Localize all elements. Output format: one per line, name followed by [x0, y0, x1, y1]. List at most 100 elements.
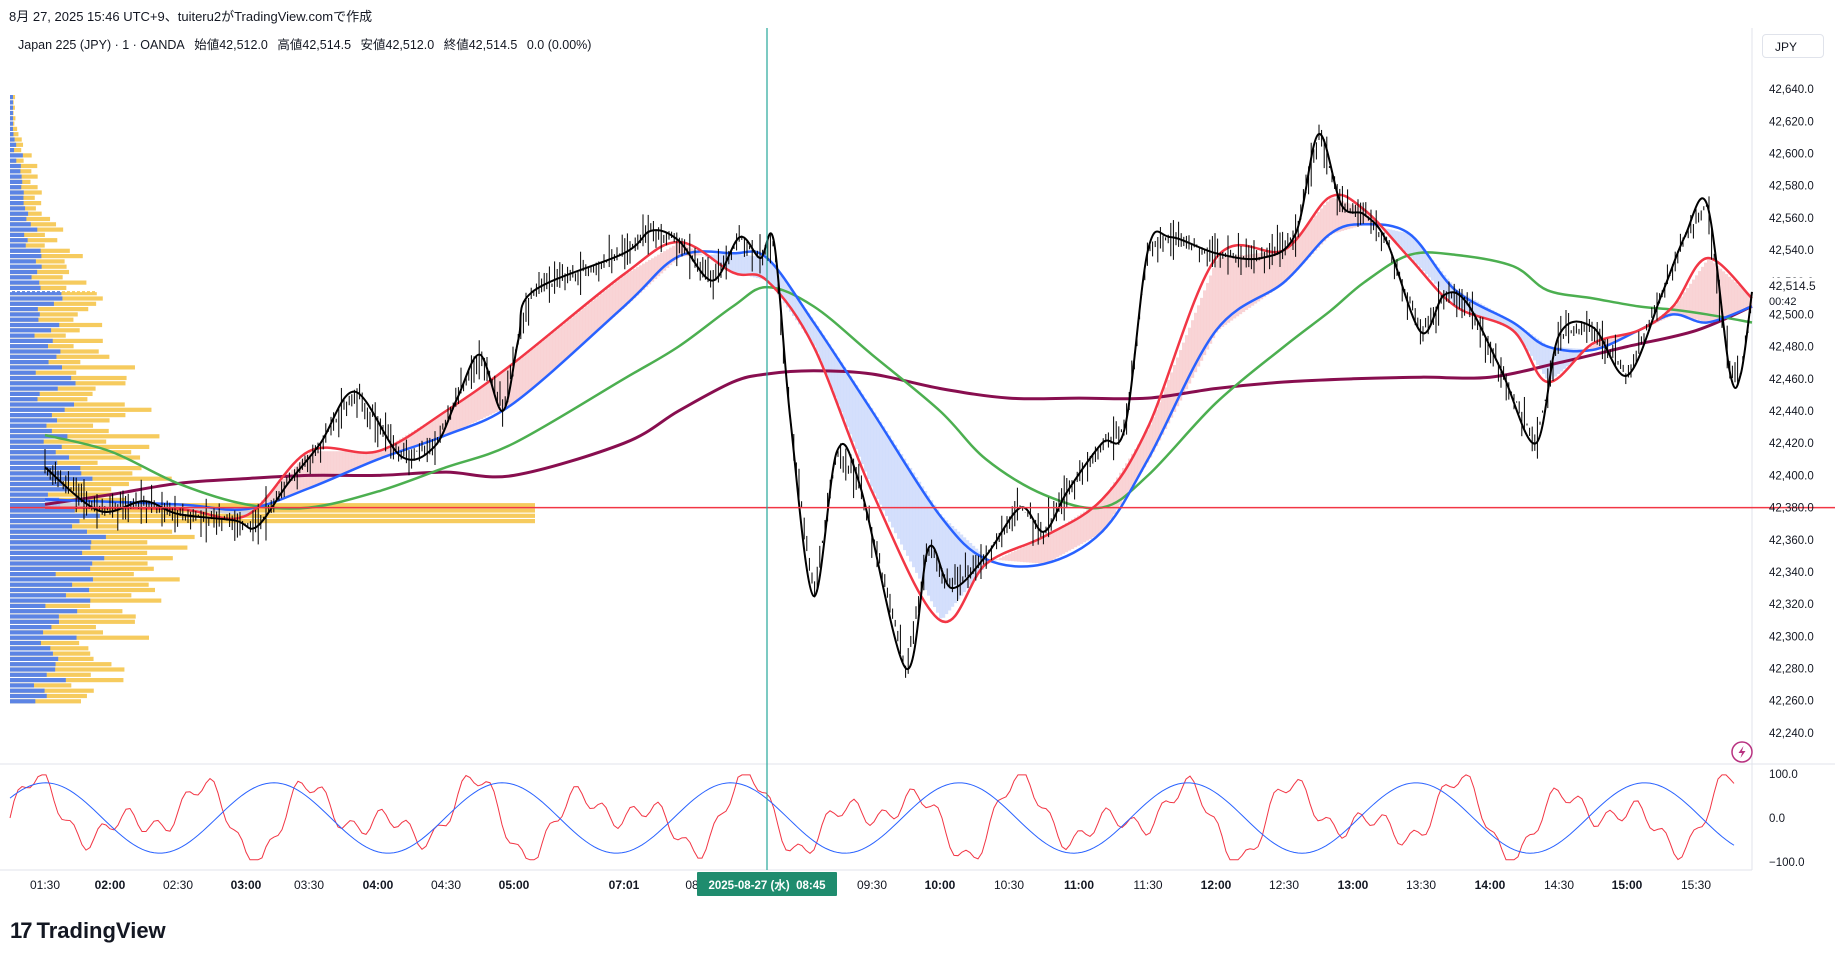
- vp-bar-up: [10, 280, 40, 285]
- ma-band-slice: [1302, 229, 1306, 264]
- vp-bar-down: [10, 142, 24, 147]
- ma-band-slice: [1269, 251, 1273, 293]
- ma-band-slice: [66, 500, 70, 508]
- vp-bar-down: [10, 662, 112, 667]
- vp-bar-up: [10, 137, 15, 142]
- ma-band-slice: [1200, 297, 1204, 361]
- time-tick-label: 03:00: [231, 878, 262, 892]
- vp-bar-down: [10, 640, 80, 646]
- vp-bar-up: [10, 413, 52, 418]
- ma-band-slice: [1497, 313, 1501, 324]
- price-chart[interactable]: 42,640.0 42,620.0 42,600.0 42,580.0 42,560.0…: [0, 0, 1835, 900]
- ma-band-slice: [903, 458, 907, 551]
- vp-bar-down: [10, 444, 150, 449]
- ma-band-slice: [633, 268, 637, 299]
- ma-band-slice: [204, 506, 208, 512]
- ma-band-slice: [852, 380, 856, 442]
- ma-band-slice: [963, 537, 967, 593]
- legend-open: 始値42,512.0: [194, 38, 268, 52]
- time-axis[interactable]: 01:30 02:00 02:30 03:00 03:30 04:00 04:30 05:00…: [30, 878, 1711, 892]
- vp-bar-down: [10, 190, 42, 195]
- ma-fast-line: [44, 193, 1753, 624]
- vp-bar-down: [10, 222, 57, 227]
- vp-bar-up: [10, 640, 41, 646]
- price-tick-label: 42,360.0: [1769, 535, 1814, 547]
- ma-band-slice: [492, 378, 496, 414]
- vp-bar-down: [10, 428, 109, 434]
- chart-credit: 8月 27, 2025 15:46 UTC+9、tuiteru2がTrading…: [9, 9, 373, 24]
- ma-band-slice: [1008, 553, 1012, 561]
- price-axis[interactable]: 42,640.0 42,620.0 42,600.0 42,580.0 42,560.0…: [1769, 84, 1814, 740]
- ma-band-slice: [1185, 335, 1189, 390]
- time-tick-label: 12:00: [1201, 878, 1232, 892]
- ma-band-slice: [840, 362, 844, 413]
- ma-band-slice: [531, 349, 535, 389]
- ma-band-slice: [1617, 336, 1621, 340]
- ma-band-slice: [876, 417, 880, 500]
- vp-bar-up: [10, 672, 47, 677]
- vp-bar-down: [10, 354, 110, 359]
- ma-long-line: [44, 305, 1753, 506]
- vp-bar-down: [10, 529, 173, 534]
- currency-selector[interactable]: JPY: [1762, 34, 1824, 58]
- oscillator-k-line: [9, 774, 1735, 861]
- ma-band-slice: [303, 457, 307, 491]
- ma-band-slice: [495, 376, 499, 412]
- ma-band-slice: [1239, 255, 1243, 315]
- ma-band-slice: [642, 263, 646, 290]
- vp-bar-up: [10, 370, 36, 375]
- ma-band-slice: [489, 380, 493, 415]
- ma-band-slice: [396, 440, 400, 453]
- ma-band-slice: [378, 451, 382, 460]
- ma-band-slice: [369, 451, 373, 464]
- ma-band-slice: [1728, 276, 1732, 316]
- ma-band-slice: [672, 245, 676, 263]
- ma-band-slice: [609, 286, 613, 320]
- time-tick-label: 08: [685, 878, 699, 892]
- ma-band-slice: [1590, 345, 1594, 350]
- legend-close: 終値42,514.5: [443, 38, 518, 52]
- ma-band-slice: [522, 356, 526, 396]
- vp-bar-up: [10, 688, 45, 693]
- time-tick-label: 07:01: [609, 878, 640, 892]
- ma-band-slice: [435, 417, 439, 440]
- ma-band-slice: [1494, 311, 1498, 323]
- vp-bar-up: [10, 503, 61, 508]
- vp-bar-up: [10, 211, 29, 216]
- ma-band-slice: [426, 422, 430, 443]
- ma-band-slice: [582, 307, 586, 344]
- ma-band-slice: [537, 344, 541, 383]
- time-tick-label: 13:00: [1338, 878, 1369, 892]
- ma-band-slice: [1536, 338, 1540, 365]
- oscillator-tick-label: 0.0: [1769, 813, 1785, 825]
- vp-bar-up: [10, 439, 44, 444]
- ma-band-slice: [1683, 292, 1687, 317]
- vp-bar-up: [10, 667, 56, 672]
- ma-band-slice: [1554, 347, 1558, 377]
- ma-band-slice: [1341, 201, 1345, 231]
- ma-band-slice: [345, 451, 349, 474]
- vp-bar-up: [10, 619, 59, 624]
- ma-band-slice: [1047, 534, 1051, 563]
- vp-bar-down: [10, 254, 83, 259]
- tradingview-logo[interactable]: 17 TradingView: [10, 918, 166, 944]
- ma-band-slice: [543, 339, 547, 378]
- ma-band-slice: [417, 428, 421, 446]
- ma-band-slice: [1173, 364, 1177, 412]
- ma-band-slice: [1689, 283, 1693, 319]
- ma-band-slice: [1422, 249, 1426, 272]
- ma-band-slice: [534, 346, 538, 386]
- vp-bar-up: [10, 582, 73, 587]
- ma-band-slice: [477, 388, 481, 421]
- ma-band-slice: [816, 326, 820, 353]
- ma-band-slice: [63, 500, 67, 508]
- legend-symbol[interactable]: Japan 225 (JPY) · 1 · OANDA: [18, 38, 185, 52]
- ma-band-slice: [618, 279, 622, 312]
- lightning-icon[interactable]: [1731, 741, 1753, 763]
- ma-band-slice: [1137, 444, 1141, 477]
- ma-band-slice: [276, 484, 280, 500]
- vp-bar-up: [10, 110, 13, 116]
- ma-band-slice: [681, 243, 685, 257]
- vp-bar-up: [10, 328, 52, 333]
- vp-bar-down: [10, 434, 160, 439]
